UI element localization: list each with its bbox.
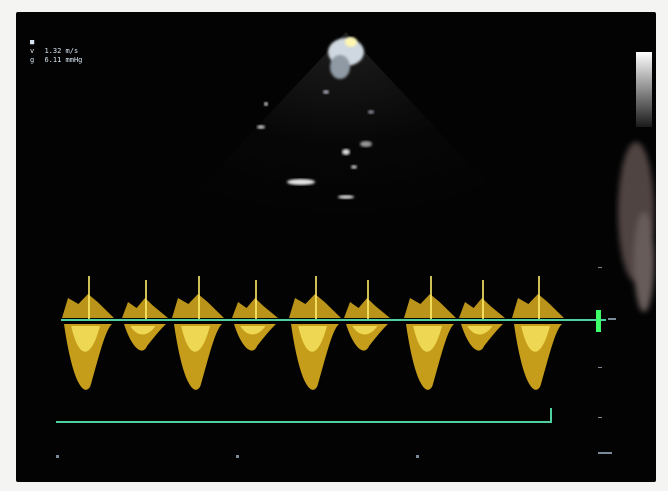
readout-value-3: 6.11 mmHg <box>44 56 83 64</box>
readout-row-2: v 1.32 m/s <box>30 47 88 56</box>
readout-row-3: g 6.11 mmHg <box>30 56 88 65</box>
doppler-core-below <box>71 326 100 352</box>
doppler-core-below <box>352 326 378 335</box>
zero-marker <box>596 310 601 332</box>
doppler-spike <box>255 280 257 320</box>
ecg-cursor <box>550 408 552 422</box>
doppler-core-below <box>298 326 327 352</box>
measurement-readout: ■ v 1.32 m/s g 6.11 mmHg <box>30 38 88 65</box>
doppler-spike <box>145 280 147 320</box>
doppler-core-below <box>240 326 266 335</box>
doppler-spike <box>430 276 432 320</box>
readout-symbol-3: g <box>30 56 35 64</box>
2d-sector <box>196 32 486 220</box>
zero-tick <box>608 318 616 320</box>
greyscale-bar <box>636 52 652 127</box>
doppler-core-below <box>413 326 442 352</box>
doppler-spike <box>315 276 317 320</box>
time-axis <box>56 455 419 458</box>
doppler-core-below <box>521 326 550 352</box>
doppler-spike <box>88 276 90 320</box>
depth-scale <box>598 267 612 454</box>
speckle-region <box>618 142 654 312</box>
doppler-core-below <box>181 326 210 352</box>
doppler-spike <box>538 276 540 320</box>
readout-row-1: ■ <box>30 38 88 47</box>
doppler-core-below <box>130 326 156 335</box>
doppler-spectrum <box>62 276 564 390</box>
doppler-scene <box>56 32 654 458</box>
readout-symbol-2: v <box>30 47 35 55</box>
doppler-spike <box>198 276 200 320</box>
doppler-spike <box>482 280 484 320</box>
ultrasound-image: ■ v 1.32 m/s g 6.11 mmHg <box>16 12 656 482</box>
doppler-core-below <box>467 326 493 335</box>
doppler-spike <box>367 280 369 320</box>
readout-symbol-1: ■ <box>30 38 35 46</box>
readout-value-2: 1.32 m/s <box>44 47 79 55</box>
